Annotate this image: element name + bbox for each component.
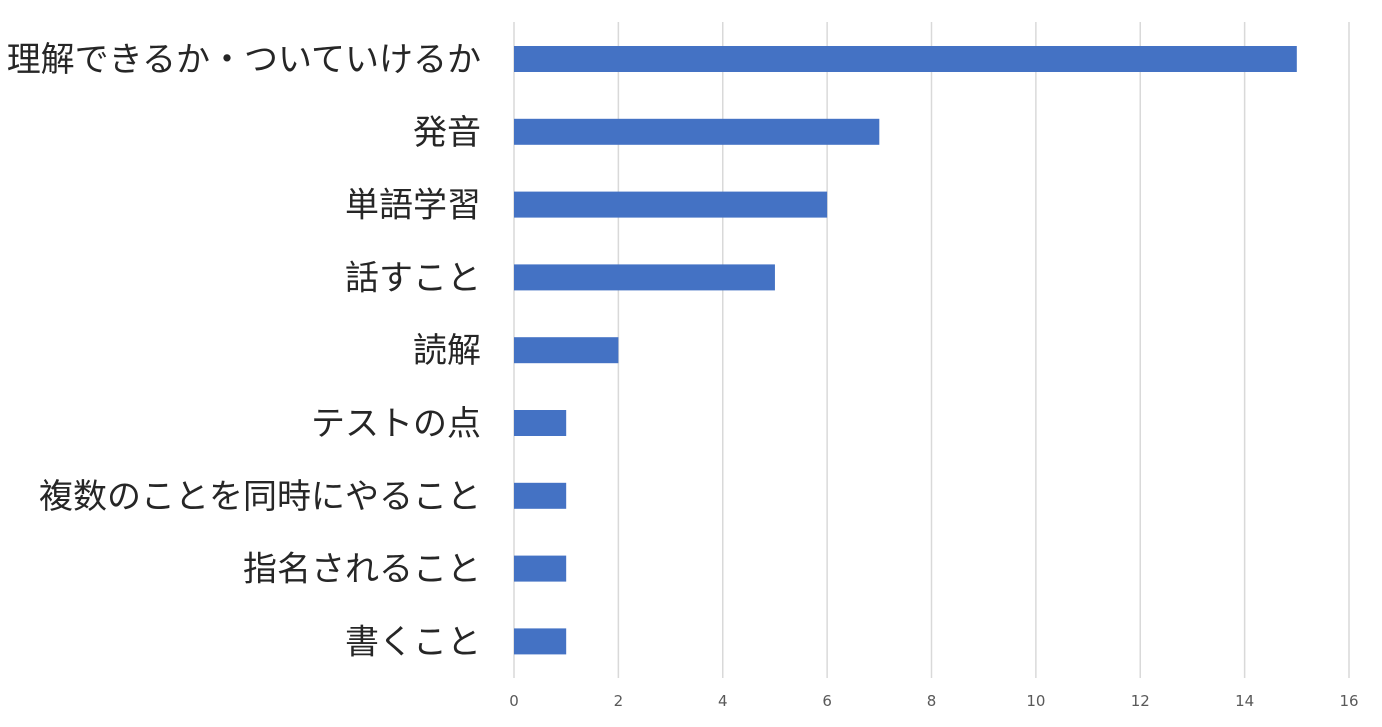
- category-label: 発音: [413, 113, 481, 153]
- bar: [514, 118, 880, 145]
- x-tick-label: 16: [1339, 692, 1358, 710]
- category-label: 指名されること: [243, 550, 481, 590]
- category-label: 理解できるか・ついていけるか: [7, 40, 481, 80]
- x-tick-label: 8: [927, 692, 937, 710]
- x-tick-label: 12: [1131, 692, 1150, 710]
- category-label: 書くこと: [345, 622, 481, 662]
- x-tick-label: 10: [1026, 692, 1045, 710]
- category-labels: 理解できるか・ついていけるか発音単語学習話すこと読解テストの点複数のことを同時に…: [7, 40, 481, 662]
- x-tick-label: 4: [718, 692, 728, 710]
- category-label: 読解: [413, 331, 481, 371]
- x-tick-label: 2: [614, 692, 624, 710]
- bar: [514, 482, 567, 509]
- bar: [514, 191, 828, 218]
- category-label: テストの点: [311, 404, 481, 444]
- bar: [514, 555, 567, 582]
- x-tick-label: 14: [1235, 692, 1254, 710]
- bars: [514, 46, 1297, 655]
- category-label: 単語学習: [345, 186, 481, 226]
- bar: [514, 410, 567, 436]
- x-tick-label: 6: [822, 692, 832, 710]
- x-tick-label: 0: [509, 692, 519, 710]
- bar: [514, 628, 567, 655]
- category-label: 話すこと: [345, 258, 481, 298]
- x-tick-labels: 0 2 4 6 8 10 12 14 16: [509, 692, 1358, 710]
- bar: [514, 264, 775, 291]
- category-label: 複数のことを同時にやること: [39, 477, 481, 517]
- bar: [514, 46, 1297, 72]
- bar: [514, 337, 619, 364]
